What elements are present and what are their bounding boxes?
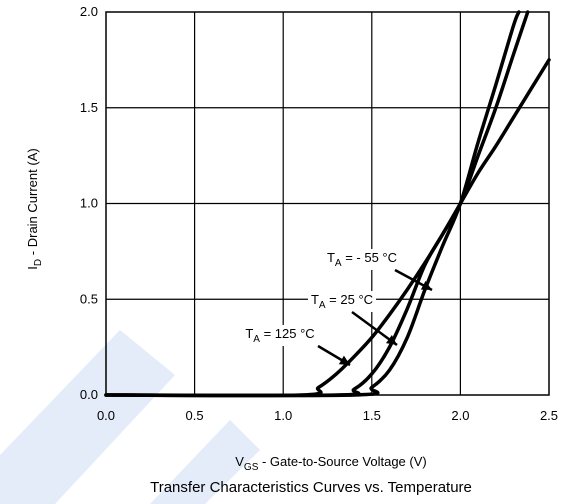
annotation-25c-label: TA = 25 °C: [311, 292, 373, 311]
annotation-minus55c-sub: A: [335, 258, 342, 269]
x-axis-label-sub: GS: [244, 462, 259, 473]
annotation-25c-arrow-head: [385, 335, 397, 345]
tick-label-layer: 0.0 0.5 1.0 1.5 2.0 2.5 0.0 0.5 1.0 1.5 2.0: [80, 4, 558, 423]
annotation-minus55c-backing: [323, 249, 401, 270]
annotation-25c-backing: [307, 291, 377, 312]
chart-title: Transfer Characteristics Curves vs. Temp…: [150, 479, 472, 496]
plot-frame: [105, 11, 550, 396]
y-axis-label: ID - Drain Current (A): [25, 148, 44, 269]
x-tick-label: 1.5: [363, 408, 381, 423]
x-tick-label: 1.0: [274, 408, 292, 423]
x-axis-label-rest: - Gate-to-Source Voltage (V): [258, 454, 426, 469]
annotation-25c-sub: A: [319, 300, 326, 311]
x-axis-label: VGS - Gate-to-Source Voltage (V): [235, 454, 426, 473]
y-tick-label: 0.0: [80, 387, 98, 402]
annotation-25c-main: T: [311, 292, 319, 307]
annotation-125c-main: T: [245, 326, 253, 341]
annotation-layer: TA = - 55 °CTA = 25 °CTA = 125 °C: [242, 249, 433, 367]
x-tick-label: 0.0: [97, 408, 115, 423]
annotation-minus55c-main: T: [327, 250, 335, 265]
y-tick-label: 2.0: [80, 4, 98, 19]
series-line-125c: [104, 58, 551, 398]
annotation-125c-sub: A: [253, 334, 260, 345]
x-axis-label-main: V: [235, 454, 244, 469]
y-tick-label: 0.5: [80, 291, 98, 306]
grid-layer: [106, 12, 549, 395]
y-axis-label-sub: D: [33, 259, 44, 266]
annotation-minus55c-label: TA = - 55 °C: [327, 250, 397, 269]
y-tick-label: 1.0: [80, 196, 98, 211]
annotation-minus55c-arrow-head: [420, 280, 432, 290]
x-tick-label: 0.5: [186, 408, 204, 423]
annotation-25c-rest: = 25 °C: [326, 292, 373, 307]
annotation-minus55c-rest: = - 55 °C: [342, 250, 397, 265]
annotation-125c-label: TA = 125 °C: [245, 326, 314, 345]
y-tick-label: 1.5: [80, 100, 98, 115]
annotation-125c-rest: = 125 °C: [260, 326, 315, 341]
annotation-125c-backing: [242, 325, 318, 346]
y-axis-label-main: I: [25, 266, 40, 270]
annotation-125c-arrow-head: [338, 355, 350, 365]
y-axis-label-rest: - Drain Current (A): [25, 148, 40, 259]
x-tick-label: 2.0: [451, 408, 469, 423]
x-tick-label: 2.5: [540, 408, 558, 423]
